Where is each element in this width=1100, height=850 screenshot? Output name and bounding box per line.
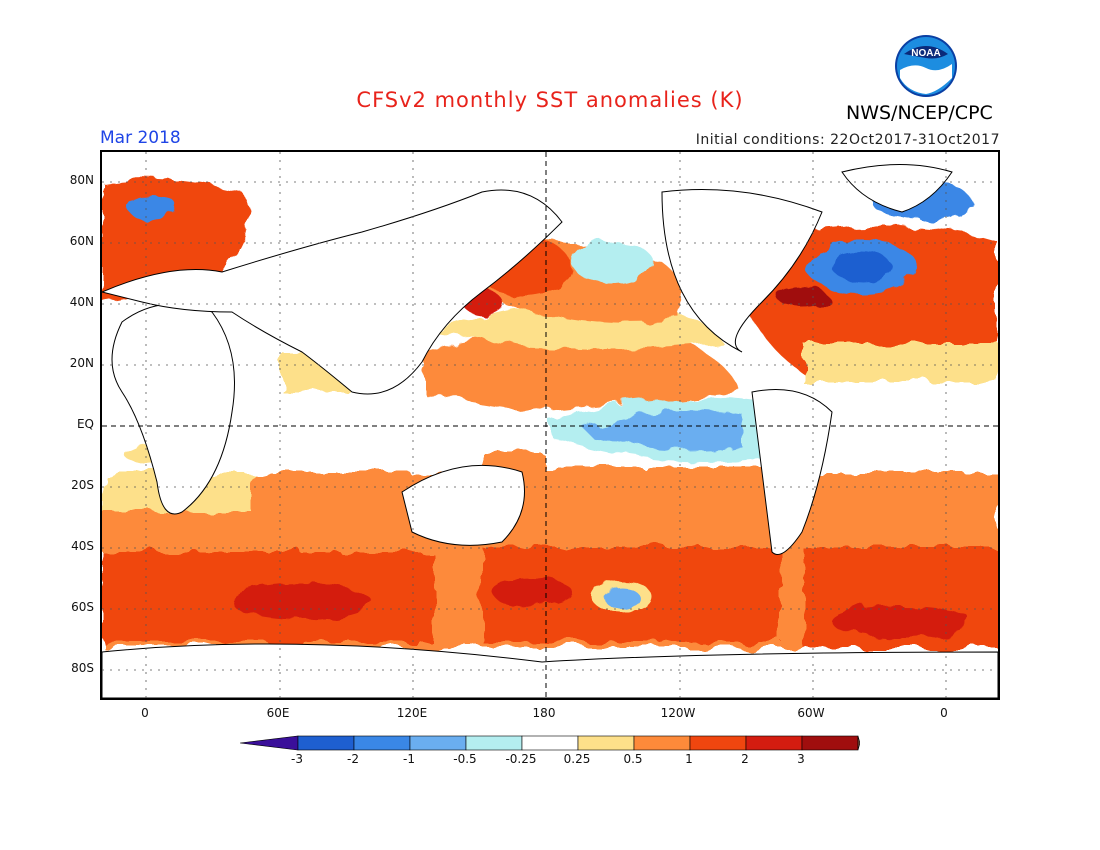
forecast-month: Mar 2018 [100, 128, 181, 148]
north-pacific-cool [572, 240, 652, 284]
colorbar-segment [409, 735, 467, 751]
la-nina-cool-core [582, 410, 742, 451]
gulf-stream-hotspot [777, 287, 827, 307]
colorbar-segment [465, 735, 523, 751]
lat-label-60n: 60N [69, 234, 94, 248]
west-pacific-warm [422, 329, 742, 412]
colorbar-segments [240, 735, 860, 751]
colorbar-label-2: 2 [741, 752, 749, 766]
indian-hotspot [232, 584, 372, 620]
graticule [102, 152, 998, 698]
noaa-logo: NOAA [894, 34, 958, 98]
colorbar-label-m025: -0.25 [505, 752, 537, 766]
lon-label-180: 180 [532, 706, 556, 720]
colorbar-label-1: 1 [685, 752, 693, 766]
anomaly-fields [102, 178, 998, 647]
north-america [661, 189, 823, 353]
page-title: CFSv2 monthly SST anomalies (K) [356, 88, 744, 112]
colorbar-segment [801, 735, 859, 751]
south-america [751, 389, 833, 555]
atlantic-south-hotspot [832, 606, 972, 638]
antarctica [102, 643, 998, 698]
colorbar-segment [745, 735, 803, 751]
eurasia [102, 189, 563, 395]
tropical-atlantic-weak [802, 342, 998, 382]
initial-conditions: Initial conditions: 22Oct2017-31Oct2017 [695, 132, 1000, 148]
colorbar-label-m3: -3 [291, 752, 303, 766]
lat-label-40n: 40N [69, 295, 94, 309]
south-pacific-cool [604, 588, 640, 608]
lat-label-60s: 60S [71, 600, 94, 614]
lon-label-60e: 60E [266, 706, 290, 720]
colorbar-label-3: 3 [797, 752, 805, 766]
tasman-hotspot [492, 578, 572, 606]
reference-lines [102, 152, 998, 698]
lon-label-120e: 120E [396, 706, 428, 720]
north-atlantic-warm [732, 225, 998, 377]
lon-label-0-east: 0 [940, 706, 948, 720]
colorbar-label-m2: -2 [347, 752, 359, 766]
continents [102, 164, 998, 698]
logo-text: NOAA [911, 48, 940, 59]
colorbar-segment [353, 735, 411, 751]
colorbar-segment [689, 735, 747, 751]
lat-label-40s: 40S [71, 539, 94, 553]
lat-label-20s: 20S [71, 478, 94, 492]
map-canvas [102, 152, 998, 698]
lon-label-0-west: 0 [141, 706, 149, 720]
colorbar-arrow-low [240, 735, 299, 751]
nordic-seas-cool [127, 195, 177, 219]
colorbar-segment [521, 735, 579, 751]
colorbar-arrow-high [857, 735, 860, 751]
lat-label-80s: 80S [71, 661, 94, 675]
greenland [841, 164, 953, 213]
colorbar-label-05: 0.5 [623, 752, 643, 766]
colorbar-segment [577, 735, 635, 751]
lon-label-60w: 60W [797, 706, 825, 720]
colorbar-label-m05: -0.5 [453, 752, 477, 766]
lat-label-20n: 20N [69, 356, 94, 370]
colorbar-label-025: 0.25 [563, 752, 591, 766]
colorbar-segment [297, 735, 355, 751]
australia [401, 464, 525, 546]
colorbar [240, 735, 860, 751]
colorbar-label-m1: -1 [403, 752, 415, 766]
south-atlantic-warm [802, 472, 998, 542]
lat-label-80n: 80N [69, 173, 94, 187]
sst-anomaly-map [100, 150, 1000, 700]
lat-label-eq: EQ [76, 417, 94, 431]
agency-label: NWS/NCEP/CPC [846, 102, 993, 124]
north-atlantic-cool-core [832, 253, 892, 281]
colorbar-segment [633, 735, 691, 751]
lon-label-120w: 120W [660, 706, 696, 720]
